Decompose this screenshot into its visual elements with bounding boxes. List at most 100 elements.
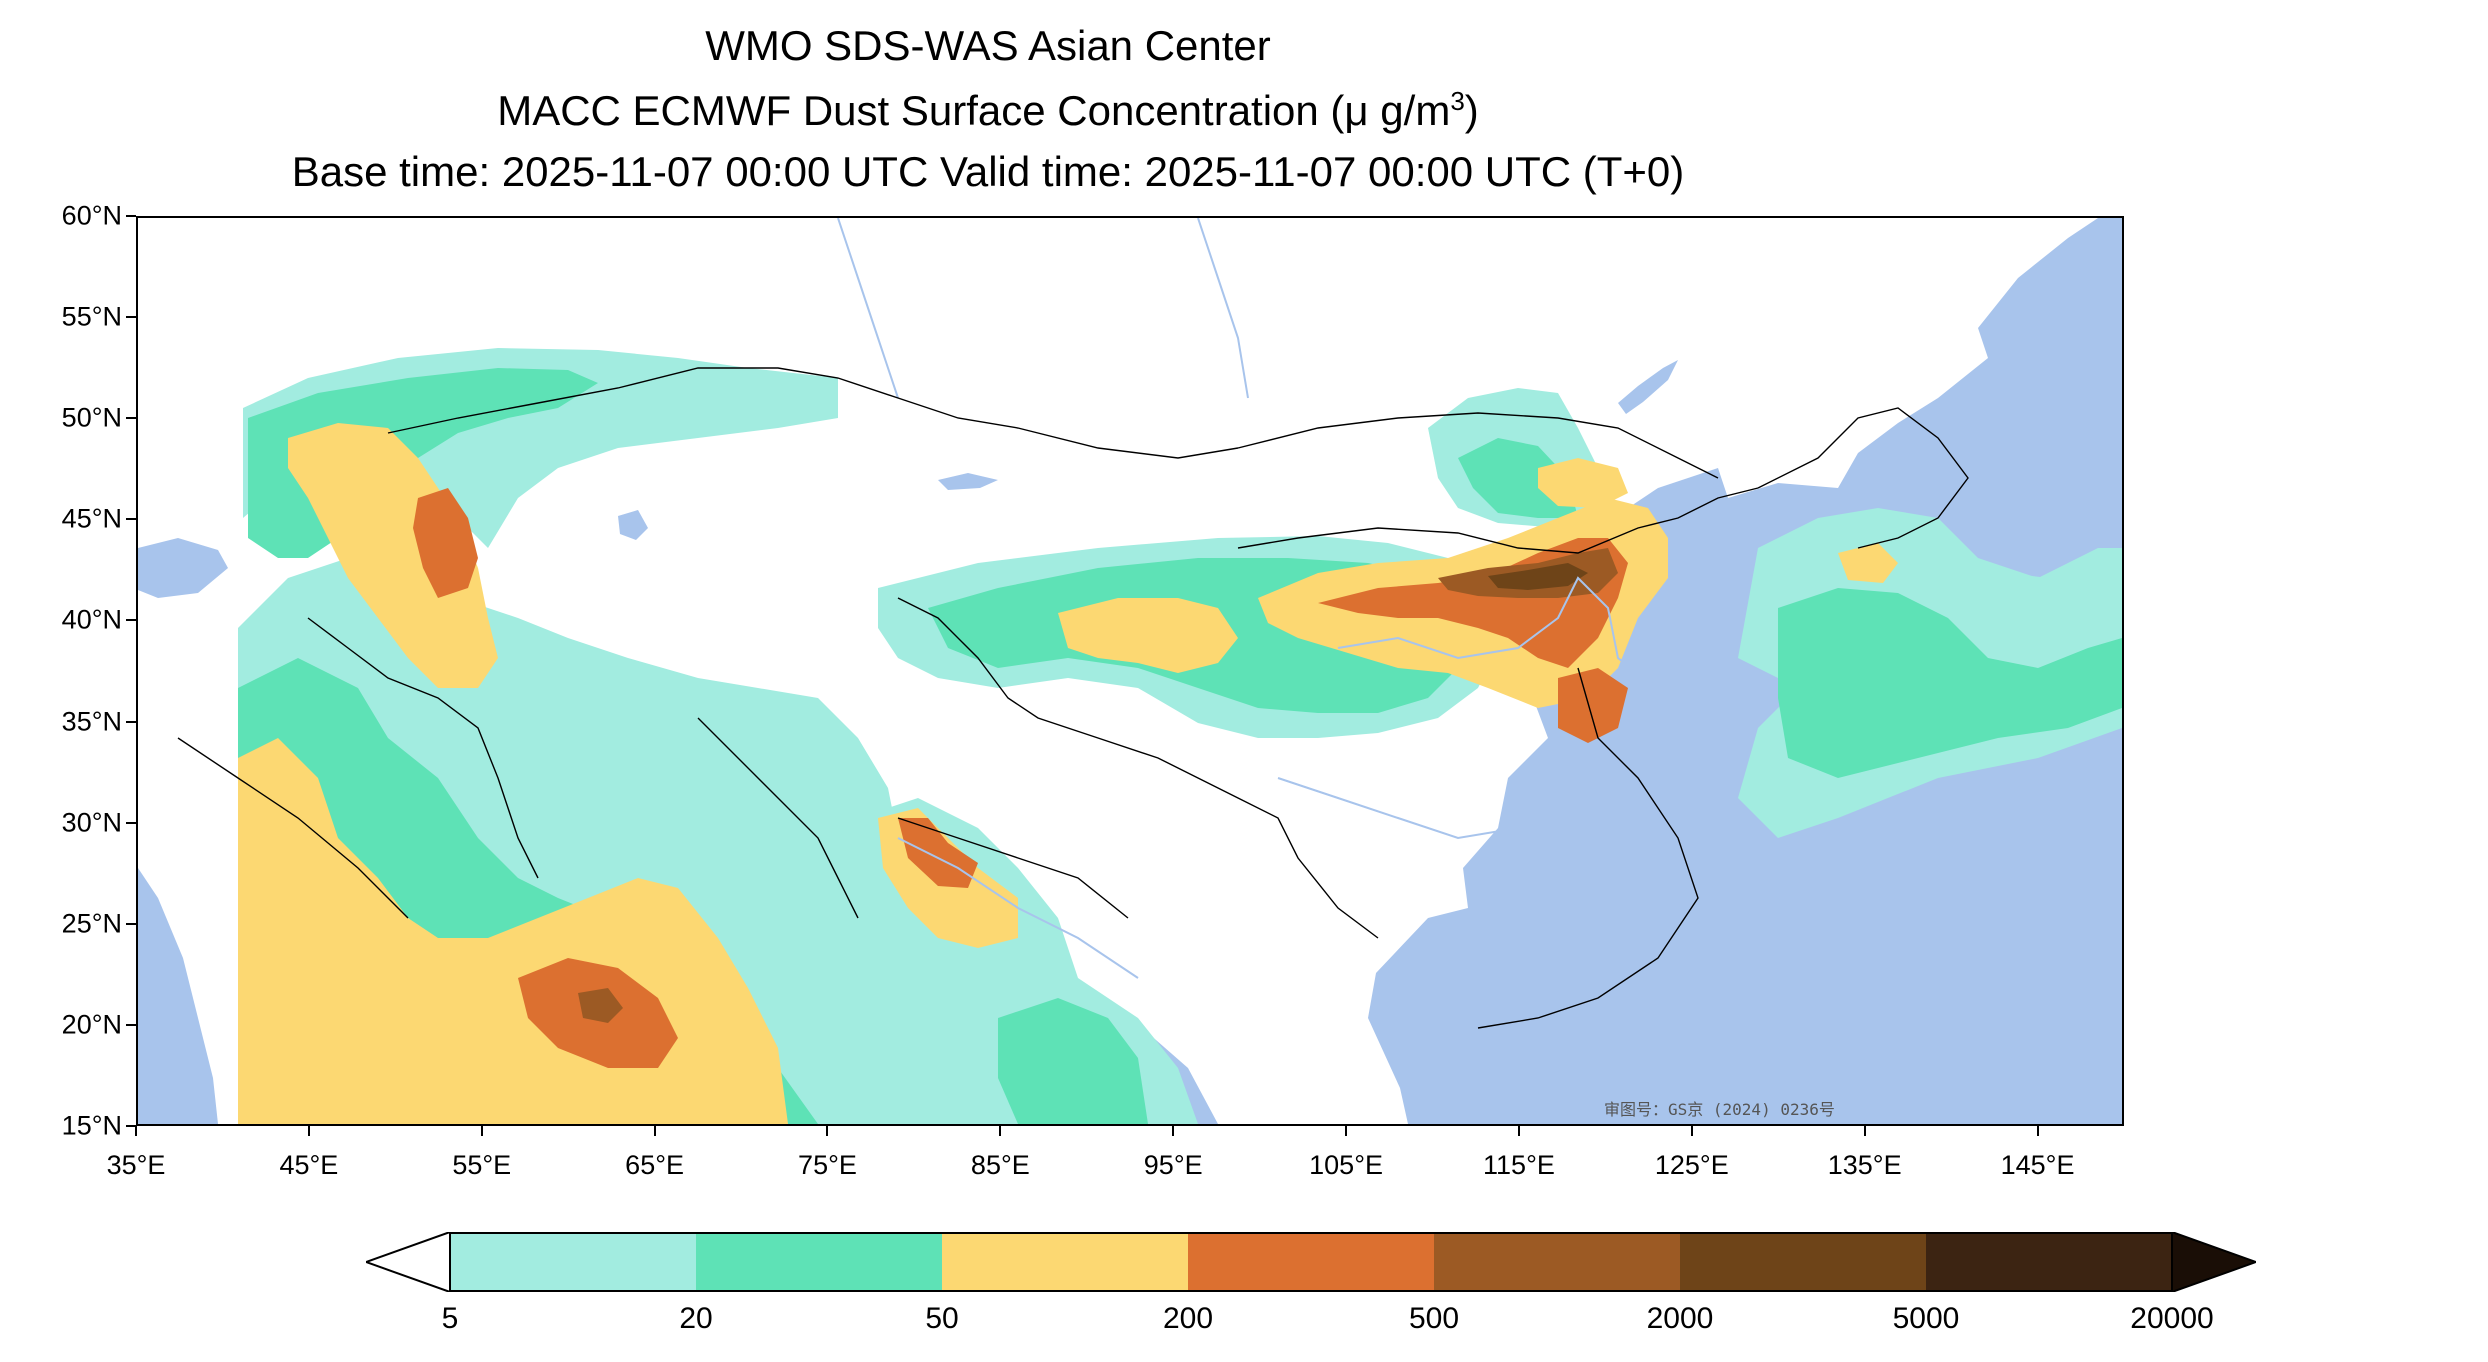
band-200-500-india: [898, 818, 978, 888]
latitude-tick: [126, 417, 136, 420]
longitude-tick: [307, 1126, 310, 1136]
colorbar-tick-label: 200: [1162, 1302, 1214, 1335]
latitude-label: 40°N: [61, 604, 122, 635]
colorbar-segment: [696, 1232, 942, 1292]
longitude-label: 35°E: [106, 1150, 166, 1180]
yellow-sea: [1598, 648, 1683, 778]
latitude-label: 30°N: [61, 807, 122, 838]
band-20-50-bengal: [998, 998, 1148, 1124]
map-panel: 审图号：GS京 (2024) 0236号: [136, 216, 2124, 1126]
black-sea-overlay: [138, 538, 228, 598]
latitude-label: 55°N: [61, 301, 122, 332]
band-500-2000-arabia: [578, 988, 623, 1023]
rivers-layer: [837, 218, 1698, 979]
dust-bands: [138, 218, 2122, 1124]
colorbar-segment: [1434, 1232, 1680, 1292]
border-mongolia-china: [1237, 487, 1759, 554]
longitude-tick: [480, 1126, 483, 1136]
latitude-label: 45°N: [61, 503, 122, 534]
title-line-2-main: MACC ECMWF Dust Surface Concentration (μ…: [497, 87, 1451, 134]
borders-layer: [177, 367, 1969, 1029]
longitude-label: 115°E: [1483, 1150, 1555, 1180]
band-200-500-ordos: [1558, 668, 1628, 743]
longitude-tick: [826, 1126, 829, 1136]
border-arabia: [177, 737, 409, 919]
longitude-tick: [135, 1126, 137, 1136]
colorbar-tick-label: 5000: [1892, 1302, 1960, 1335]
title-line-3: Base time: 2025-11-07 00:00 UTC Valid ti…: [291, 148, 1685, 195]
river-ob: [837, 218, 899, 399]
longitude-label: 75°E: [798, 1150, 857, 1180]
latitude-tick: [126, 1125, 136, 1127]
border-mongolia-russia: [1237, 412, 1719, 479]
longitude-label: 135°E: [1827, 1150, 1902, 1180]
latitude-label: 20°N: [61, 1009, 122, 1040]
latitude-tick: [126, 922, 136, 925]
title-line-2-end: ): [1464, 87, 1479, 134]
title-line-2-superscript: 3: [1450, 86, 1465, 116]
border-pakistan: [697, 717, 859, 919]
band-2000-5000: [1488, 563, 1588, 590]
band-50-200-taklimakan: [1058, 598, 1238, 673]
longitude-label: 45°E: [279, 1150, 339, 1180]
longitude-label: 125°E: [1654, 1150, 1729, 1180]
latitude-tick: [126, 316, 136, 319]
latitude-tick: [126, 215, 136, 217]
longitude-label: 85°E: [970, 1150, 1030, 1180]
colorbar-under-triangle: [366, 1232, 451, 1292]
latitude-label: 50°N: [61, 402, 122, 433]
colorbar-over-triangle: [2171, 1232, 2256, 1292]
longitude-label: 145°E: [2000, 1150, 2075, 1180]
latitude-label: 60°N: [61, 200, 122, 231]
colorbar-segment: [1188, 1232, 1434, 1292]
colorbar-segment: [942, 1232, 1188, 1292]
colorbar: [366, 1232, 2256, 1292]
colorbar-tick-label: 20000: [2130, 1302, 2214, 1335]
longitude-tick: [1172, 1126, 1175, 1136]
colorbar-tick-label: 500: [1408, 1302, 1460, 1335]
border-china-central: [897, 597, 1379, 939]
latitude-label: 15°N: [61, 1110, 122, 1141]
colorbar-tick-label: 50: [925, 1302, 959, 1335]
lake-balkhash: [938, 473, 998, 490]
title-line-2: MACC ECMWF Dust Surface Concentration (μ…: [0, 86, 1976, 135]
longitude-tick: [1517, 1126, 1520, 1136]
coast-china: [1477, 667, 1699, 1029]
title-line-1: WMO SDS-WAS Asian Center: [705, 22, 1271, 69]
longitude-label: 95°E: [1143, 1150, 1203, 1180]
band-20-50-mongolia: [1458, 438, 1578, 518]
red-sea-overlay: [138, 868, 218, 1124]
band-50-200-manchuria: [1838, 543, 1898, 583]
colorbar-outline: [449, 1232, 2173, 1292]
border-india-nepal: [897, 817, 1129, 919]
map-approval-number: 审图号：GS京 (2024) 0236号: [1604, 1100, 1835, 1119]
longitude-tick: [999, 1126, 1002, 1136]
colorbar-tick-label: 20: [679, 1302, 713, 1335]
colorbar-segment: [1926, 1232, 2172, 1292]
colorbar-segment: [450, 1232, 696, 1292]
band-20-50-east: [1778, 588, 2122, 778]
longitude-tick: [2036, 1126, 2039, 1136]
aral-sea: [618, 510, 648, 540]
longitude-label: 105°E: [1309, 1150, 1384, 1180]
longitude-tick: [653, 1126, 656, 1136]
latitude-label: 35°N: [61, 706, 122, 737]
band-2000-5000-gobi: [1488, 563, 1588, 590]
colorbar-tick-label: 5: [441, 1302, 459, 1335]
longitude-tick: [1690, 1126, 1693, 1136]
lake-baikal: [1618, 360, 1678, 414]
longitude-label: 65°E: [625, 1150, 685, 1180]
latitude-tick: [126, 1023, 136, 1026]
latitude-tick: [126, 720, 136, 723]
band-50-200-caspian: [288, 423, 498, 688]
band-5-20-korea: [1968, 573, 2068, 648]
latitude-label: 25°N: [61, 908, 122, 939]
river-yangtze: [1277, 777, 1639, 840]
band-200-500-caspian: [413, 488, 478, 598]
longitude-tick: [1863, 1126, 1866, 1136]
colorbar-segment: [1680, 1232, 1926, 1292]
border-manchuria: [1757, 407, 1969, 549]
river-yenisei: [1197, 218, 1249, 399]
border-russia-kazakhstan: [387, 367, 1239, 459]
band-50-200-mongolia: [1538, 458, 1628, 508]
